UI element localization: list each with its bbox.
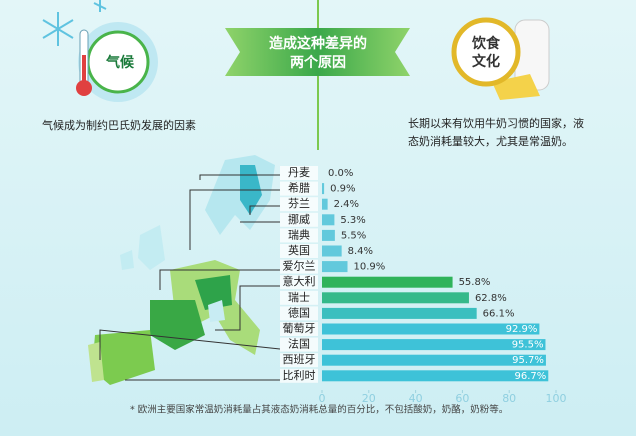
label-box <box>280 166 318 180</box>
badge-label: 气候 <box>105 54 135 71</box>
label-box <box>280 181 318 196</box>
label-box <box>280 290 318 305</box>
x-tick-label: 20 <box>362 392 376 405</box>
snowflake-icon <box>42 0 107 46</box>
bar <box>322 276 453 288</box>
footnote: * 欧洲主要国家常温奶消耗量占其液态奶消耗总量的百分比，不包括酸奶，奶酪，奶粉等… <box>130 404 508 416</box>
x-tick-label: 60 <box>455 392 469 405</box>
value-label: 0.9% <box>330 184 355 195</box>
category-label: 西班牙 <box>283 353 316 366</box>
badge-label: 文化 <box>472 53 500 70</box>
category-label: 瑞典 <box>288 227 310 241</box>
label-box <box>280 275 318 290</box>
map <box>88 155 275 385</box>
value-label: 95.7% <box>512 355 544 366</box>
value-label: 10.9% <box>354 262 386 273</box>
category-label: 挪威 <box>288 212 310 226</box>
label-box <box>280 228 318 243</box>
bar <box>322 370 549 382</box>
value-label: 5.3% <box>340 215 365 226</box>
thermometer-bulb <box>76 80 92 96</box>
category-label: 法国 <box>288 337 310 351</box>
category-label: 瑞士 <box>288 290 310 304</box>
banner-text: 造成这种差异的 <box>269 35 367 52</box>
bar <box>322 183 325 195</box>
value-label: 2.4% <box>334 199 359 210</box>
x-tick-label: 100 <box>546 392 567 405</box>
label-box <box>280 212 318 227</box>
value-label: 95.5% <box>512 340 544 351</box>
value-label: 62.8% <box>475 293 507 304</box>
category-label: 比利时 <box>283 369 316 382</box>
category-label: 葡萄牙 <box>283 322 316 335</box>
right-text: 长期以来有饮用牛奶习惯的国家，液 <box>408 116 584 130</box>
label-box <box>280 259 318 274</box>
value-label: 5.5% <box>341 230 366 241</box>
badge-circle <box>451 17 521 87</box>
x-tick-label: 80 <box>502 392 516 405</box>
left-text: 气候成为制约巴氏奶发展的因素 <box>42 118 196 132</box>
label-box <box>280 368 318 383</box>
bar <box>322 229 335 241</box>
category-label: 德国 <box>288 305 310 319</box>
bar <box>322 198 328 210</box>
right-text: 态奶消耗量较大，尤其是常温奶。 <box>408 134 573 148</box>
category-label: 意大利 <box>283 274 316 288</box>
label-box <box>280 197 318 212</box>
label-box <box>280 306 318 321</box>
category-label: 芬兰 <box>288 197 310 210</box>
label-box <box>280 337 318 352</box>
category-label: 丹麦 <box>288 166 310 179</box>
bar <box>322 214 335 226</box>
label-box <box>280 244 318 258</box>
bar <box>322 307 477 319</box>
x-tick-label: 0 <box>319 392 326 405</box>
bar <box>322 292 469 304</box>
thermometer-fill <box>82 55 86 85</box>
bar <box>322 245 342 257</box>
bar <box>322 261 348 273</box>
bar <box>322 339 546 351</box>
value-label: 55.8% <box>459 277 491 288</box>
badge-label: 饮食 <box>471 35 501 52</box>
banner-shape <box>225 28 410 76</box>
label-box <box>280 322 318 336</box>
category-label: 希腊 <box>288 181 310 195</box>
leader-lines <box>99 174 281 381</box>
value-label: 66.1% <box>483 308 515 319</box>
bar <box>322 354 546 366</box>
category-label: 英国 <box>288 243 310 257</box>
banner-text: 两个原因 <box>290 54 346 71</box>
bar <box>322 323 540 335</box>
value-label: 96.7% <box>514 371 546 382</box>
category-label: 爱尔兰 <box>283 260 316 273</box>
value-label: 0.0% <box>328 168 353 179</box>
x-tick-label: 40 <box>409 392 423 405</box>
value-label: 92.9% <box>506 324 538 335</box>
label-box <box>280 353 318 368</box>
value-label: 8.4% <box>348 246 373 257</box>
